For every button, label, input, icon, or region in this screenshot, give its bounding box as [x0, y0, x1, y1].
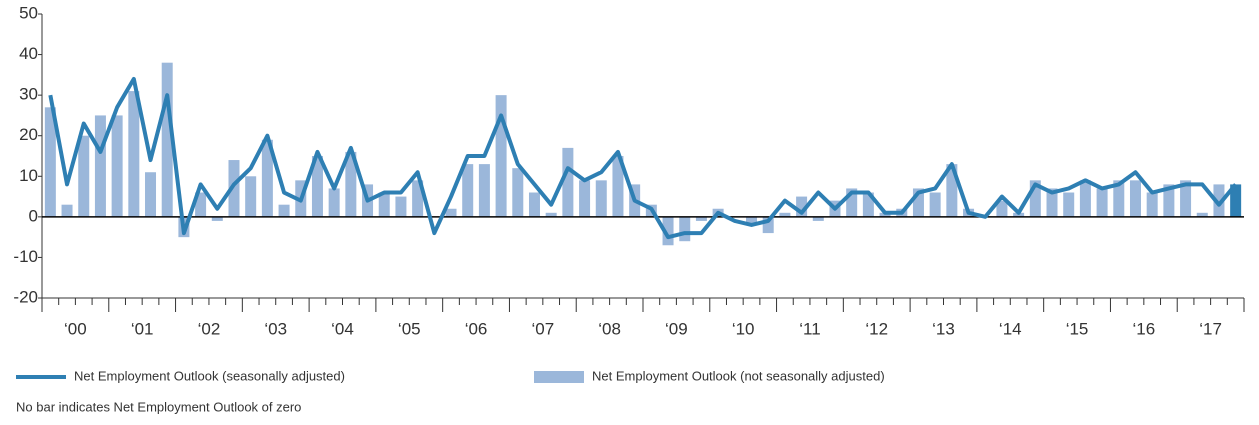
bar: [1013, 212, 1025, 217]
bar: [545, 212, 557, 217]
x-tick-label: ‘08: [598, 319, 621, 338]
x-tick-label: ‘03: [264, 319, 287, 338]
bar: [211, 216, 223, 221]
x-tick-label: ‘17: [1199, 319, 1222, 338]
legend-swatch: [534, 371, 584, 383]
x-tick-label: ‘04: [331, 319, 354, 338]
bar: [746, 216, 758, 225]
bar: [1063, 192, 1075, 217]
y-tick-label: 20: [19, 125, 38, 144]
bar: [695, 216, 707, 221]
bar: [1146, 192, 1158, 217]
bar: [1230, 184, 1242, 217]
bar: [662, 216, 674, 246]
line: [48, 76, 1238, 240]
bar: [595, 180, 607, 217]
x-tick-label: ‘06: [465, 319, 488, 338]
footnote: No bar indicates Net Employment Outlook …: [16, 399, 301, 414]
x-tick-label: ‘10: [732, 319, 755, 338]
bar: [311, 156, 323, 217]
bar: [796, 196, 808, 217]
bar: [762, 216, 774, 234]
bar: [812, 216, 824, 221]
bar: [278, 204, 290, 217]
bar: [145, 172, 157, 217]
bar: [495, 95, 507, 217]
bar: [612, 156, 624, 217]
x-tick-label: ‘15: [1066, 319, 1089, 338]
y-tick-label: 0: [29, 206, 38, 225]
bar: [1079, 180, 1091, 217]
bar: [862, 192, 874, 217]
x-tick-label: ‘00: [64, 319, 87, 338]
bar: [1029, 180, 1041, 217]
bar: [1196, 212, 1208, 217]
bar: [94, 115, 106, 217]
bar: [61, 204, 73, 217]
bar: [929, 192, 941, 217]
bar: [44, 107, 56, 217]
bar: [261, 139, 273, 217]
x-tick-label: ‘07: [531, 319, 554, 338]
x-tick-label: ‘13: [932, 319, 955, 338]
bar: [245, 176, 257, 217]
bar: [1046, 188, 1058, 217]
bar: [996, 200, 1008, 217]
bar: [1129, 180, 1141, 217]
bar: [528, 192, 540, 217]
x-tick-label: ‘16: [1132, 319, 1155, 338]
x-tick-label: ‘05: [398, 319, 421, 338]
bar: [462, 164, 474, 217]
bar: [478, 164, 490, 217]
bar: [562, 147, 574, 217]
bar: [128, 91, 140, 217]
bar: [395, 196, 407, 217]
bar: [512, 168, 524, 217]
y-tick-label: -10: [13, 247, 38, 266]
bar: [345, 151, 357, 217]
y-tick-label: 50: [19, 3, 38, 22]
x-tick-label: ‘02: [198, 319, 221, 338]
legend-label: Net Employment Outlook (seasonally adjus…: [74, 368, 345, 383]
bar: [1213, 184, 1225, 217]
y-tick-label: 40: [19, 44, 38, 63]
bar: [1096, 188, 1108, 217]
x-tick-label: ‘11: [799, 319, 820, 338]
x-tick-label: ‘01: [131, 319, 154, 338]
bar: [912, 188, 924, 217]
x-tick-label: ‘12: [865, 319, 888, 338]
bar: [78, 135, 90, 217]
bar: [579, 180, 591, 217]
bar: [879, 212, 891, 217]
bar: [1113, 180, 1125, 217]
bar: [195, 192, 207, 217]
bar: [779, 212, 791, 217]
bar: [161, 62, 173, 217]
y-tick-label: 30: [19, 85, 38, 104]
x-tick-label: ‘09: [665, 319, 688, 338]
bar: [445, 208, 457, 217]
bar: [228, 160, 240, 217]
bar: [1163, 184, 1175, 217]
bar: [679, 216, 691, 242]
bar: [111, 115, 123, 217]
y-tick-label: 10: [19, 166, 38, 185]
x-tick-label: ‘14: [999, 319, 1022, 338]
bar: [412, 180, 424, 217]
y-tick-label: -20: [13, 287, 38, 306]
bar: [378, 192, 390, 217]
legend-label: Net Employment Outlook (not seasonally a…: [592, 368, 885, 383]
bar: [946, 164, 958, 217]
bar: [328, 188, 340, 217]
bar: [846, 188, 858, 217]
bar: [1180, 180, 1192, 217]
